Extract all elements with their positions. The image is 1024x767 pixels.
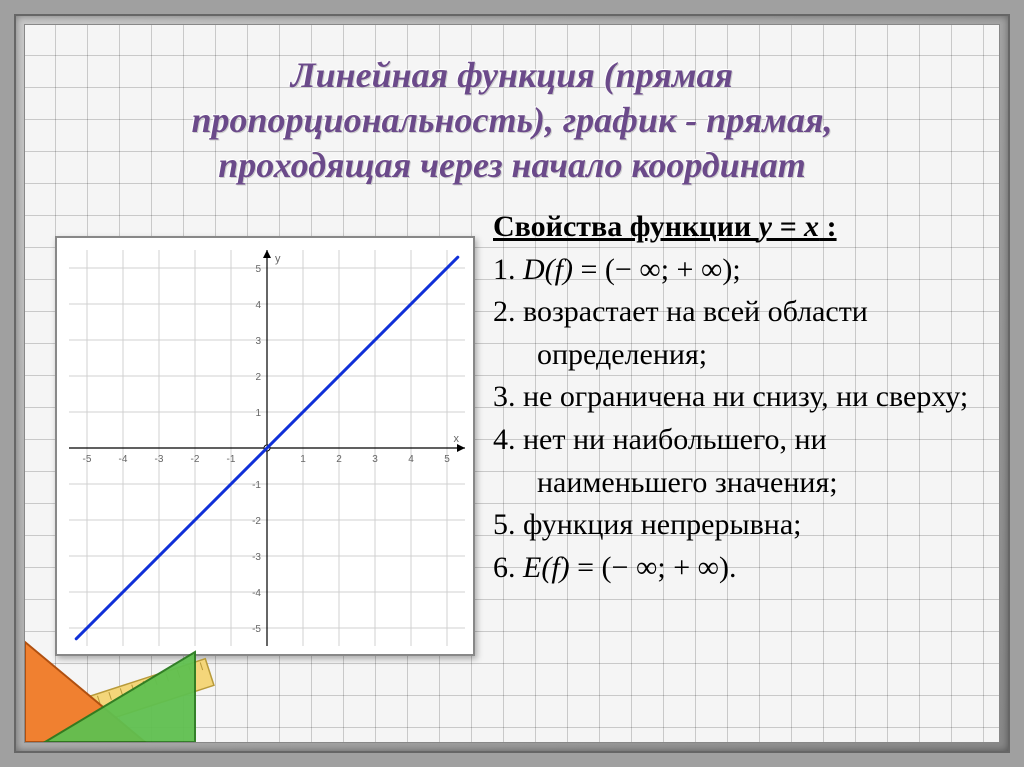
property-text: не ограничена ни снизу, ни сверху; bbox=[523, 380, 968, 413]
svg-text:x: x bbox=[454, 433, 460, 445]
svg-text:-1: -1 bbox=[227, 454, 236, 465]
svg-text:-5: -5 bbox=[252, 624, 261, 635]
svg-text:1: 1 bbox=[255, 408, 261, 419]
slide-area: Линейная функция (прямая пропорционально… bbox=[24, 24, 1000, 743]
svg-text:-4: -4 bbox=[119, 454, 128, 465]
svg-text:5: 5 bbox=[444, 454, 450, 465]
heading-suffix: : bbox=[819, 210, 837, 243]
property-text: D(f) = (− ∞; + ∞); bbox=[523, 253, 741, 286]
property-item-1: 1. D(f) = (− ∞; + ∞); bbox=[493, 249, 969, 292]
svg-text:4: 4 bbox=[255, 300, 261, 311]
svg-text:-3: -3 bbox=[252, 552, 261, 563]
property-index: 6. bbox=[493, 551, 523, 584]
heading-function: y = x bbox=[759, 210, 819, 243]
property-index: 1. bbox=[493, 253, 523, 286]
property-index: 4. bbox=[493, 423, 523, 456]
svg-text:y: y bbox=[275, 253, 281, 265]
title-line-3: проходящая через начало координат bbox=[218, 145, 805, 185]
svg-text:2: 2 bbox=[255, 372, 261, 383]
slide-title: Линейная функция (прямая пропорционально… bbox=[55, 53, 969, 188]
svg-text:2: 2 bbox=[336, 454, 342, 465]
svg-text:4: 4 bbox=[408, 454, 414, 465]
content-row: -5-4-3-2-112345-5-4-3-2-112345xy Свойств… bbox=[55, 206, 969, 656]
property-item-3: 3. не ограничена ни снизу, ни сверху; bbox=[493, 376, 969, 419]
svg-text:-2: -2 bbox=[191, 454, 200, 465]
heading-prefix: Свойства функции bbox=[493, 210, 759, 243]
title-line-2: пропорциональность), график - прямая, bbox=[191, 100, 832, 140]
property-index: 5. bbox=[493, 508, 523, 541]
outer-frame: Линейная функция (прямая пропорционально… bbox=[14, 14, 1010, 753]
property-item-6: 6. E(f) = (− ∞; + ∞). bbox=[493, 547, 969, 590]
property-text: нет ни наибольшего, ни наименьшего значе… bbox=[523, 423, 838, 499]
svg-text:5: 5 bbox=[255, 264, 261, 275]
svg-text:-3: -3 bbox=[155, 454, 164, 465]
property-text: функция непрерывна; bbox=[523, 508, 802, 541]
svg-text:1: 1 bbox=[300, 454, 306, 465]
property-item-2: 2. возрастает на всей области определени… bbox=[493, 291, 969, 376]
svg-text:-4: -4 bbox=[252, 588, 261, 599]
property-item-4: 4. нет ни наибольшего, ни наименьшего зн… bbox=[493, 419, 969, 504]
line-chart: -5-4-3-2-112345-5-4-3-2-112345xy bbox=[69, 250, 465, 646]
svg-text:-5: -5 bbox=[83, 454, 92, 465]
svg-text:-1: -1 bbox=[252, 480, 261, 491]
property-text: возрастает на всей области определения; bbox=[523, 295, 868, 371]
property-item-5: 5. функция непрерывна; bbox=[493, 504, 969, 547]
property-text: E(f) = (− ∞; + ∞). bbox=[523, 551, 737, 584]
chart-container: -5-4-3-2-112345-5-4-3-2-112345xy bbox=[55, 236, 475, 656]
properties-block: Свойства функции y = x : 1. D(f) = (− ∞;… bbox=[493, 206, 969, 589]
properties-heading: Свойства функции y = x : bbox=[493, 206, 969, 249]
property-index: 2. bbox=[493, 295, 523, 328]
title-line-1: Линейная функция (прямая bbox=[291, 55, 733, 95]
svg-text:-2: -2 bbox=[252, 516, 261, 527]
svg-text:3: 3 bbox=[372, 454, 378, 465]
svg-text:3: 3 bbox=[255, 336, 261, 347]
properties-list: 1. D(f) = (− ∞; + ∞);2. возрастает на вс… bbox=[493, 249, 969, 590]
property-index: 3. bbox=[493, 380, 523, 413]
